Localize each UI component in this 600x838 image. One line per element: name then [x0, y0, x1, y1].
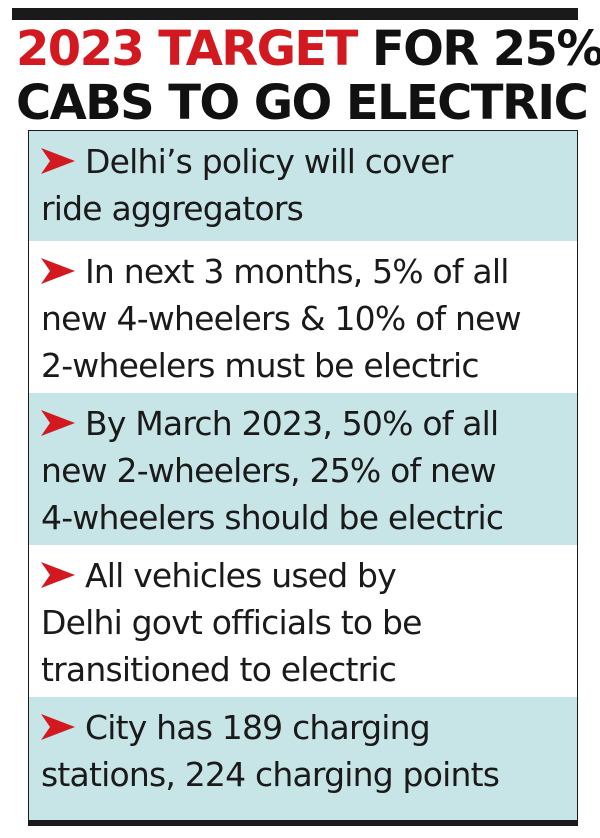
fact-item: All vehicles used by Delhi govt official…	[29, 545, 577, 697]
fact-line: All vehicles used by	[85, 556, 397, 595]
fact-item: City has 189 charging stations, 224 char…	[29, 697, 577, 820]
fact-item: Delhi’s policy will cover ride aggregato…	[29, 131, 577, 241]
fact-item: By March 2023, 50% of all new 2-wheelers…	[29, 393, 577, 545]
fact-line: stations, 224 charging points	[41, 755, 500, 794]
fact-item: In next 3 months, 5% of all new 4-wheele…	[29, 241, 577, 393]
headline: 2023 TARGET FOR 25% CABS TO GO ELECTRIC	[16, 21, 600, 130]
fact-line: 2-wheelers must be electric	[41, 346, 480, 385]
top-rule	[12, 8, 578, 20]
headline-rest: FOR 25%	[356, 21, 600, 77]
headline-line2: CABS TO GO ELECTRIC	[16, 75, 589, 131]
fact-line: By March 2023, 50% of all	[85, 404, 499, 443]
fact-line: 4-wheelers should be electric	[41, 498, 504, 537]
fact-line: new 2-wheelers, 25% of new	[41, 451, 497, 490]
fact-line: transitioned to electric	[41, 650, 397, 689]
fact-line: Delhi’s policy will cover	[85, 142, 453, 181]
fact-line: In next 3 months, 5% of all	[85, 252, 509, 291]
arrow-bullet-icon	[41, 148, 75, 174]
fact-line: ride aggregators	[41, 189, 304, 228]
arrow-bullet-icon	[41, 258, 75, 284]
arrow-bullet-icon	[41, 562, 75, 588]
headline-accent: 2023 TARGET	[16, 21, 358, 77]
arrow-bullet-icon	[41, 714, 75, 740]
arrow-bullet-icon	[41, 410, 75, 436]
fact-line: Delhi govt officials to be	[41, 603, 422, 642]
facts-panel: Delhi’s policy will cover ride aggregato…	[28, 130, 578, 826]
fact-line: new 4-wheelers & 10% of new	[41, 299, 522, 338]
fact-line: City has 189 charging	[85, 708, 431, 747]
